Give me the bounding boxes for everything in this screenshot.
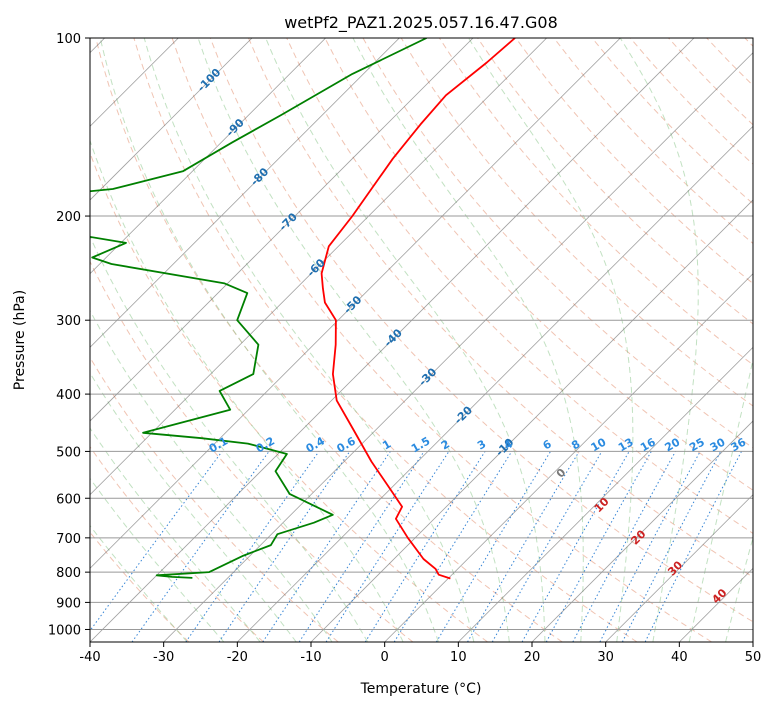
dry-adiabat xyxy=(90,151,488,642)
mixing-ratio-line xyxy=(131,451,270,642)
moist-adiabat xyxy=(197,38,510,642)
moist-adiabat xyxy=(90,235,369,642)
plot-area xyxy=(90,38,753,642)
moist-adiabat xyxy=(725,535,753,642)
y-tick-label: 700 xyxy=(56,532,81,547)
isotherm xyxy=(90,38,621,569)
dry-adiabat xyxy=(209,38,753,623)
x-tick-label: 0 xyxy=(381,650,389,665)
isotherm xyxy=(90,38,253,201)
x-axis: -40 -30 -20 -10 0 10 20 30 40 50 xyxy=(79,642,761,665)
dewpoint-profile-line xyxy=(90,38,427,579)
y-axis-label: Pressure (hPa) xyxy=(12,290,28,390)
isotherm xyxy=(90,38,548,496)
mixing-ratio-line xyxy=(621,451,722,642)
x-tick-label: -10 xyxy=(300,650,321,665)
isotherm xyxy=(458,346,753,642)
x-tick-label: 20 xyxy=(524,650,541,665)
moist-adiabat xyxy=(90,477,225,642)
x-tick-label: 30 xyxy=(597,650,614,665)
mixing-ratio-line xyxy=(521,451,630,642)
mixing-ratio-line xyxy=(545,451,652,642)
y-tick-label: 800 xyxy=(56,566,81,581)
dry-adiabat xyxy=(90,260,414,642)
isotherm xyxy=(310,199,753,642)
mixing-ratio-line xyxy=(298,451,425,642)
moist-adiabat xyxy=(762,38,775,642)
mixing-ratio-line xyxy=(572,451,676,642)
moist-adiabat xyxy=(265,38,546,642)
chart-title: wetPf2_PAZ1.2025.057.16.47.G08 xyxy=(284,13,558,33)
x-tick-label: -40 xyxy=(79,650,100,665)
isotherm xyxy=(384,273,753,642)
y-tick-label: 600 xyxy=(56,492,81,507)
dry-adiabat xyxy=(171,38,712,642)
x-tick-label: -20 xyxy=(227,650,248,665)
y-axis: 100 200 300 400 500 600 700 800 900 1000 xyxy=(48,32,90,638)
isotherm xyxy=(90,38,695,642)
isotherm xyxy=(531,420,753,642)
y-tick-label: 500 xyxy=(56,445,81,460)
moist-adiabat xyxy=(99,38,439,642)
x-axis-label: Temperature (°C) xyxy=(360,681,482,697)
profile-lines xyxy=(90,38,516,580)
x-tick-label: 50 xyxy=(745,650,762,665)
mixing-ratio-line xyxy=(218,451,351,642)
isotherm xyxy=(237,125,753,642)
moist-adiabat xyxy=(90,427,261,642)
mixing-ratio-line xyxy=(90,451,223,632)
moist-adiabat xyxy=(619,38,699,642)
dry-adiabat xyxy=(438,38,753,366)
y-tick-label: 200 xyxy=(56,210,81,225)
x-tick-label: -30 xyxy=(153,650,174,665)
moist-adiabat xyxy=(90,372,297,642)
x-tick-label: 40 xyxy=(671,650,688,665)
plot-frame xyxy=(89,37,754,643)
mixing-ratio-line xyxy=(185,451,320,642)
mixing-ratio-line xyxy=(393,451,513,642)
moist-adiabat xyxy=(143,38,475,642)
background-lines xyxy=(0,11,775,642)
moist-adiabat xyxy=(90,139,404,642)
temperature-profile-line xyxy=(320,38,516,580)
y-tick-label: 100 xyxy=(56,32,81,47)
mixing-ratio-line xyxy=(325,451,450,642)
dry-adiabat xyxy=(90,356,339,642)
moist-adiabat xyxy=(352,38,584,642)
isotherm xyxy=(90,38,400,348)
moist-adiabat xyxy=(688,356,753,642)
dry-adiabat xyxy=(515,38,753,285)
isotherm xyxy=(90,38,474,422)
isotherm xyxy=(163,52,753,642)
dry-adiabat xyxy=(477,38,753,325)
dry-adiabat xyxy=(133,38,638,642)
mixing-ratio-line xyxy=(644,451,742,642)
dry-adiabat xyxy=(90,445,264,642)
moist-adiabat xyxy=(90,309,333,642)
isotherm xyxy=(90,38,327,275)
isotherm xyxy=(0,11,58,642)
isotherm xyxy=(90,38,179,127)
mixing-ratio-line xyxy=(262,451,391,642)
isotherm xyxy=(605,494,753,642)
x-tick-label: 10 xyxy=(450,650,467,665)
y-tick-label: 1000 xyxy=(48,623,81,638)
moist-adiabat xyxy=(90,524,188,642)
isotherm xyxy=(752,641,753,642)
y-tick-label: 400 xyxy=(56,388,81,403)
dry-adiabat xyxy=(757,11,775,642)
y-tick-label: 300 xyxy=(56,314,81,329)
dry-adiabat xyxy=(95,38,563,642)
y-tick-label: 900 xyxy=(56,596,81,611)
